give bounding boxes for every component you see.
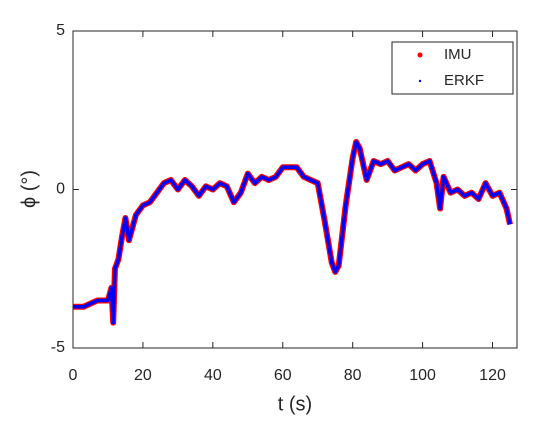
legend-label: ERKF	[444, 72, 484, 89]
x-tick-label: 40	[204, 367, 222, 384]
legend-box	[391, 41, 514, 95]
x-tick-label: 0	[69, 367, 78, 384]
x-tick-label: 20	[134, 367, 152, 384]
x-tick-label: 80	[344, 367, 362, 384]
x-axis-label: t (s)	[278, 393, 312, 415]
x-tick-label: 100	[409, 367, 436, 384]
x-tick-label: 60	[274, 367, 292, 384]
legend-marker	[417, 52, 423, 58]
legend-label: IMU	[444, 46, 472, 63]
y-tick-label: 0	[56, 181, 65, 198]
legend-marker	[418, 79, 422, 83]
series-line	[73, 140, 512, 325]
x-tick-label: 120	[479, 367, 506, 384]
y-tick-label: -5	[51, 339, 65, 356]
y-tick-label: 5	[56, 22, 65, 39]
y-axis-label: ϕ (°)	[18, 170, 40, 208]
